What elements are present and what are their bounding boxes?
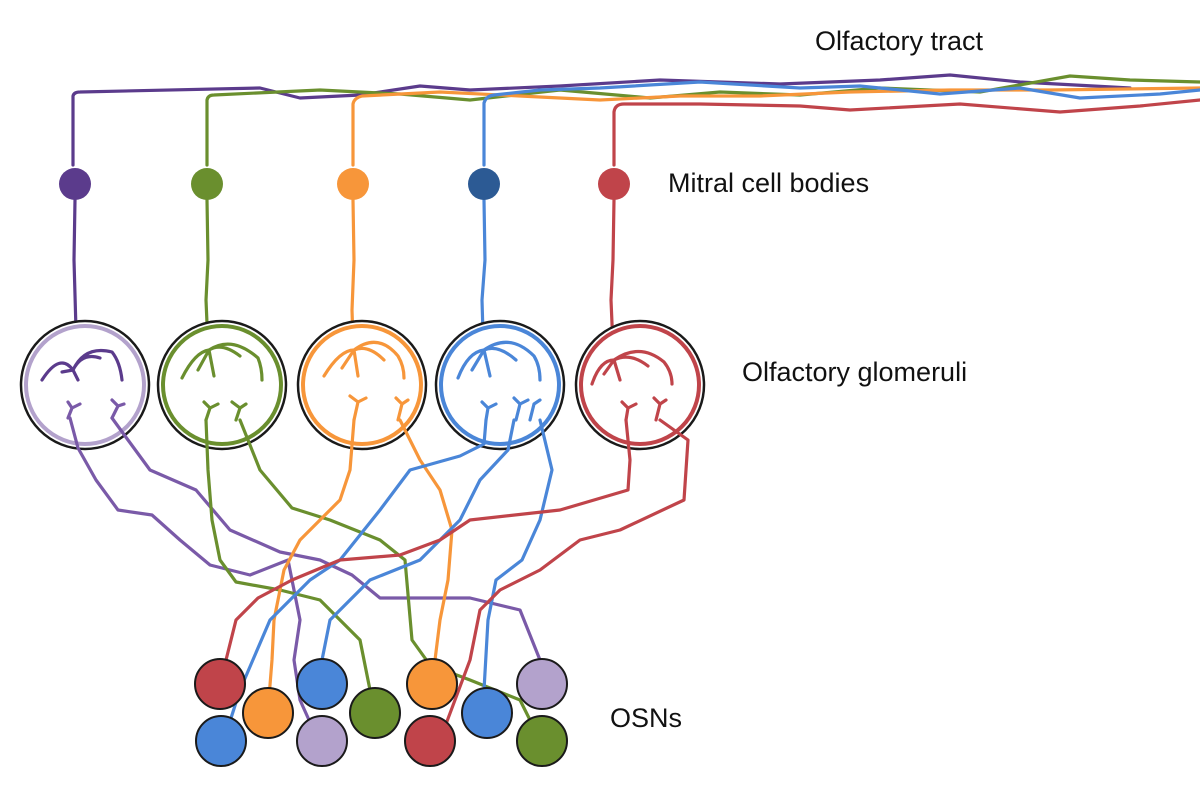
osn-axon-blue-1 — [222, 418, 488, 742]
osn-axon-purple-1 — [68, 416, 320, 742]
mitral-cell-bodies-label: Mitral cell bodies — [668, 168, 870, 198]
osns-label: OSNs — [610, 703, 683, 733]
olfactory-tract-axons — [71, 73, 1200, 167]
mitral-cell-green — [191, 168, 223, 200]
osn-orange — [242, 687, 294, 739]
glomerulus-orange — [296, 319, 428, 451]
osn-axon-red-1 — [218, 418, 632, 686]
olfactory-tract-label: Olfactory tract — [815, 26, 984, 56]
mitral-cell-blue — [468, 168, 500, 200]
mitral-cell-bodies — [59, 168, 630, 200]
osn-axon-orange-1 — [266, 418, 356, 712]
glomerulus-blue — [434, 319, 566, 451]
axon-purple — [71, 73, 1132, 167]
osn-red — [404, 715, 456, 767]
osn-orange — [406, 658, 458, 710]
olfactory-glomeruli — [19, 319, 706, 451]
glomerulus-purple — [19, 319, 151, 451]
osn-purple — [516, 658, 568, 710]
axon-blue — [482, 80, 1200, 167]
osn-blue — [296, 658, 348, 710]
osn-axon-green-2 — [238, 418, 542, 742]
glomerulus-green — [156, 319, 288, 451]
osn-blue — [195, 715, 247, 767]
osn-purple — [296, 715, 348, 767]
osn-red — [194, 658, 246, 710]
axon-orange — [351, 86, 1200, 167]
mitral-cell-orange — [337, 168, 369, 200]
mitral-cell-purple — [59, 168, 91, 200]
osn-green — [516, 715, 568, 767]
osn-green — [349, 687, 401, 739]
osn-blue — [461, 687, 513, 739]
osns — [194, 658, 568, 767]
glomerulus-red — [574, 319, 706, 451]
osn-axon-red-2 — [438, 418, 690, 742]
mitral-cell-red — [598, 168, 630, 200]
osn-axon-green-1 — [204, 418, 372, 692]
axon-red — [612, 98, 1200, 167]
osn-axons — [68, 416, 690, 742]
olfactory-glomeruli-label: Olfactory glomeruli — [742, 357, 968, 387]
osn-axon-purple-2 — [110, 416, 542, 662]
osn-axon-blue-3 — [482, 418, 554, 712]
